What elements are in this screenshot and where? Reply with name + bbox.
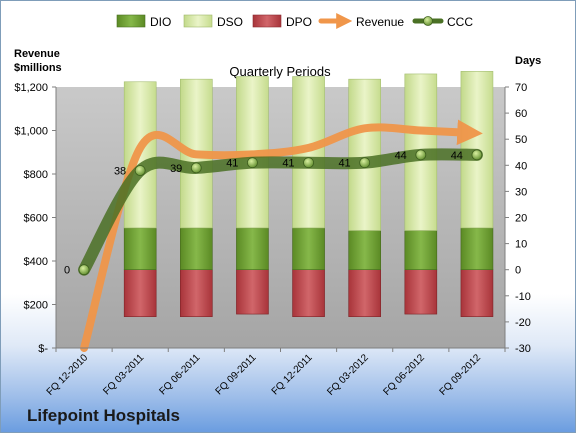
x-tick-label: FQ 09-2011 bbox=[214, 352, 259, 397]
y-left-label-line2: $millions bbox=[14, 62, 62, 74]
y-left-tick-label: $200 bbox=[24, 300, 48, 312]
legend-item-dso: DSO bbox=[183, 14, 243, 29]
bar-dio bbox=[348, 230, 381, 271]
ccc-data-label: 38 bbox=[114, 166, 126, 178]
y-right-tick-label: 10 bbox=[515, 239, 527, 251]
legend-swatch-dso bbox=[183, 14, 213, 28]
bar-dpo bbox=[404, 269, 438, 315]
y-left-tick-label: $1,200 bbox=[14, 82, 48, 94]
x-tick-label: FQ 12-2011 bbox=[270, 352, 315, 397]
bar-dpo bbox=[460, 269, 494, 317]
ccc-point bbox=[247, 157, 258, 169]
y-right-tick-label: 0 bbox=[515, 265, 521, 277]
y-left-axis: $- $200 $400 $600 $800 $1,000 $1,200 bbox=[14, 82, 57, 355]
y-right-tick-label: -30 bbox=[515, 343, 531, 355]
ccc-data-label: 41 bbox=[282, 158, 294, 170]
chart-title: Quarterly Periods bbox=[229, 64, 331, 79]
ccc-point bbox=[78, 264, 90, 276]
ccc-point bbox=[415, 149, 427, 161]
legend: DIO DSO DPO Revenue CCC bbox=[116, 12, 473, 30]
legend-item-dpo: DPO bbox=[252, 14, 312, 29]
y-right-axis: -30 -20 -10 0 10 20 30 40 50 60 70 bbox=[504, 82, 531, 355]
legend-label-dso: DSO bbox=[217, 15, 243, 29]
legend-item-dio: DIO bbox=[116, 14, 171, 29]
y-right-tick-label: 50 bbox=[515, 134, 527, 146]
legend-label-dpo: DPO bbox=[286, 15, 312, 29]
ccc-point bbox=[190, 162, 202, 174]
y-right-tick-label: 40 bbox=[515, 160, 527, 172]
y-left-tick-label: $- bbox=[38, 343, 48, 355]
y-right-tick-label: 30 bbox=[515, 186, 527, 198]
x-tick-label: FQ 03-2011 bbox=[101, 352, 146, 397]
x-tick-label: FQ 06-2012 bbox=[381, 352, 427, 398]
ccc-point bbox=[471, 149, 483, 161]
y-right-tick-label: 70 bbox=[515, 82, 527, 94]
x-tick-label: FQ 03-2012 bbox=[325, 352, 371, 398]
x-tick-label: FQ 09-2012 bbox=[438, 352, 484, 398]
y-left-tick-label: $1,000 bbox=[14, 126, 48, 138]
bar-dpo bbox=[348, 269, 381, 317]
legend-swatch-dpo bbox=[252, 14, 282, 28]
ccc-data-label: 41 bbox=[226, 158, 238, 170]
legend-marker-ccc bbox=[423, 16, 433, 26]
legend-label-dio: DIO bbox=[150, 15, 171, 29]
bar-dio bbox=[404, 230, 438, 271]
y-left-tick-label: $400 bbox=[24, 256, 48, 268]
ccc-point bbox=[303, 157, 314, 169]
ccc-data-label: 39 bbox=[170, 163, 182, 175]
bar-dio bbox=[180, 227, 213, 271]
y-left-tick-label: $800 bbox=[24, 169, 48, 181]
ccc-data-label: 44 bbox=[395, 150, 407, 162]
bar-dso bbox=[348, 78, 381, 231]
plot-area bbox=[56, 87, 505, 348]
y-right-tick-label: 20 bbox=[515, 213, 527, 225]
legend-item-revenue: Revenue bbox=[318, 12, 404, 30]
ccc-point bbox=[359, 157, 371, 169]
bar-dio bbox=[123, 227, 157, 271]
bar-dpo bbox=[123, 269, 157, 317]
x-tick-label: FQ 12-2010 bbox=[45, 352, 91, 398]
bar-dpo bbox=[292, 269, 325, 317]
y-right-tick-label: -10 bbox=[515, 291, 531, 303]
bar-dio bbox=[236, 227, 269, 271]
ccc-data-label: 0 bbox=[64, 265, 70, 277]
x-axis: FQ 12-2010 FQ 03-2011 FQ 06-2011 FQ 09-2011… bbox=[45, 347, 506, 398]
legend-swatch-dio bbox=[116, 14, 146, 28]
legend-label-ccc: CCC bbox=[447, 15, 473, 29]
legend-item-ccc: CCC bbox=[412, 15, 473, 29]
legend-label-revenue: Revenue bbox=[356, 15, 404, 29]
y-right-tick-label: 60 bbox=[515, 108, 527, 120]
y-right-tick-label: -20 bbox=[515, 317, 531, 329]
bar-dpo bbox=[180, 269, 213, 317]
company-name: Lifepoint Hospitals bbox=[27, 406, 180, 425]
y-left-label-line1: Revenue bbox=[14, 48, 60, 60]
bar-dio bbox=[460, 227, 494, 271]
y-right-label: Days bbox=[515, 55, 541, 67]
ccc-data-label: 44 bbox=[451, 150, 463, 162]
x-tick-label: FQ 06-2011 bbox=[157, 352, 202, 397]
line-series: 0 38 39 41 41 41 44 44 bbox=[64, 119, 483, 352]
bar-dio bbox=[292, 227, 325, 271]
ccc-point bbox=[134, 165, 146, 176]
ccc-data-label: 41 bbox=[338, 158, 350, 170]
bar-dpo bbox=[236, 269, 269, 315]
y-left-tick-label: $600 bbox=[24, 213, 48, 225]
